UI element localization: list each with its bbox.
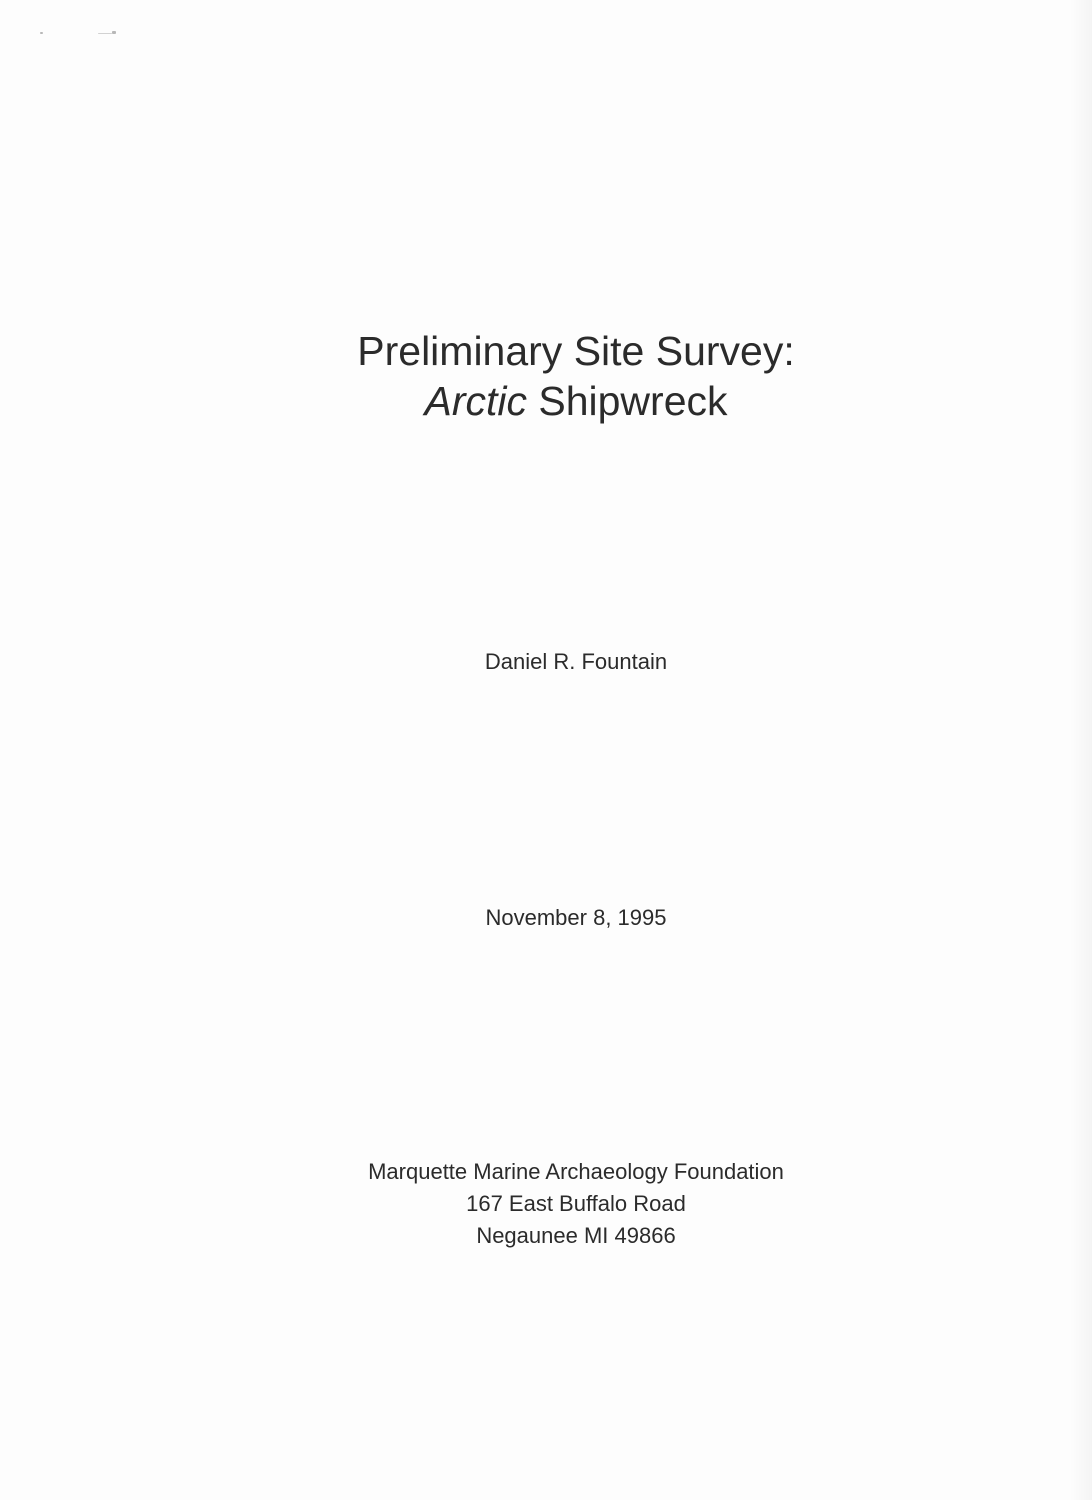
- publisher-address: Marquette Marine Archaeology Foundation …: [0, 1156, 1092, 1252]
- publisher-city: Negaunee MI 49866: [476, 1223, 676, 1248]
- title-line-1: Preliminary Site Survey:: [357, 328, 795, 374]
- document-title: Preliminary Site Survey: Arctic Shipwrec…: [0, 326, 1092, 426]
- publisher-street: 167 East Buffalo Road: [466, 1191, 686, 1216]
- title-line-2-rest: Shipwreck: [526, 378, 728, 424]
- document-date: November 8, 1995: [485, 905, 667, 930]
- publisher-name: Marquette Marine Archaeology Foundation: [368, 1159, 784, 1184]
- author-name: Daniel R. Fountain: [484, 649, 668, 674]
- title-line-2: Arctic Shipwreck: [60, 376, 1092, 426]
- scan-speck: [40, 30, 120, 36]
- title-ship-name: Arctic: [424, 378, 527, 424]
